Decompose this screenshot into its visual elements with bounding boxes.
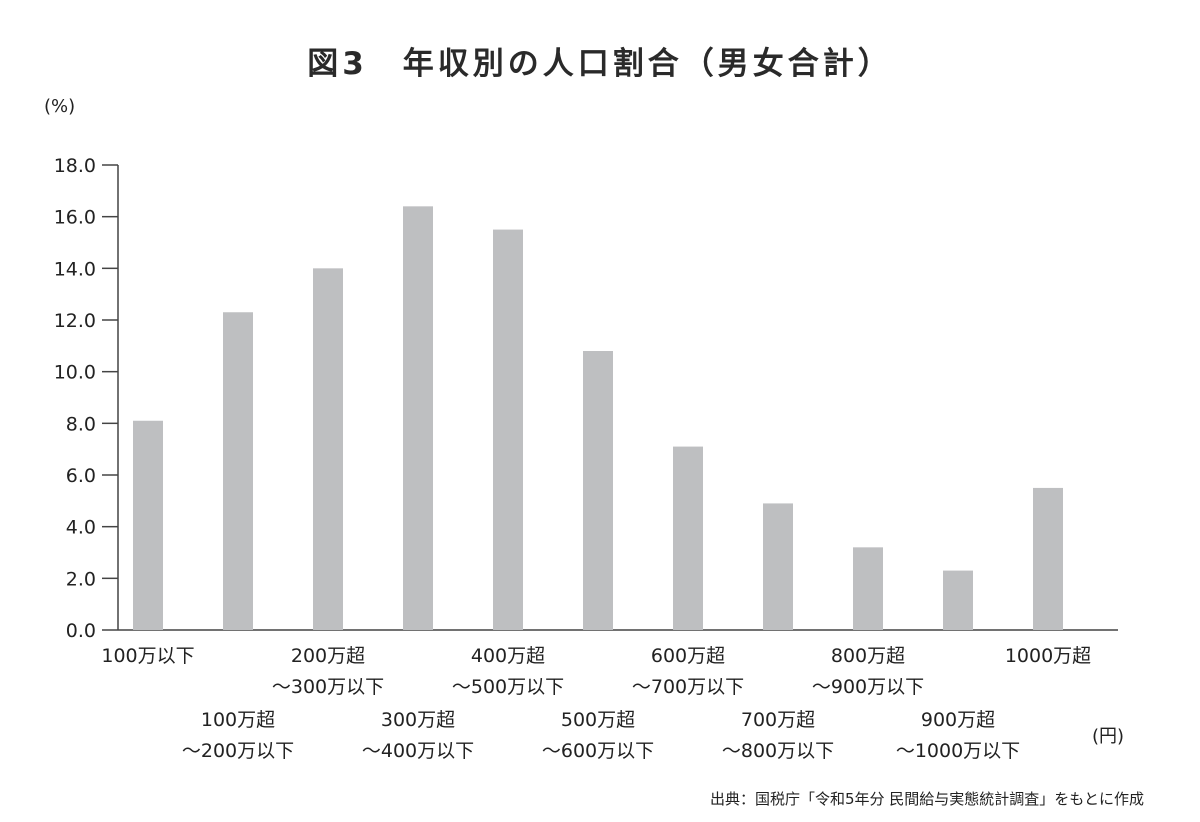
bar [223,312,253,630]
chart-title: 図3 年収別の人口割合（男女合計） [307,46,893,82]
y-tick-label: 10.0 [54,362,96,384]
category-label: 400万超 [471,645,545,667]
category-label: ～700万以下 [632,676,744,698]
category-label: ～500万以下 [452,676,564,698]
y-tick-label: 8.0 [66,413,96,435]
y-tick-label: 14.0 [54,258,96,280]
category-label: 700万超 [741,709,815,731]
category-label: 800万超 [831,645,905,667]
category-label: 600万超 [651,645,725,667]
bar [673,446,703,630]
bar [313,268,343,630]
bar [133,420,163,630]
category-label: ～200万以下 [182,740,294,762]
category-label: ～300万以下 [272,676,384,698]
category-label: 100万超 [201,709,275,731]
y-tick-label: 6.0 [66,465,96,487]
bar [763,503,793,630]
category-label: 200万超 [291,645,365,667]
bar [493,229,523,631]
bar [853,547,883,630]
bar [583,351,613,630]
y-tick-label: 18.0 [54,155,96,177]
category-label: ～400万以下 [362,740,474,762]
x-axis-unit: (円) [1092,726,1125,747]
category-label: ～900万以下 [812,676,924,698]
y-axis-unit: (%) [44,96,76,117]
category-label: 900万超 [921,709,995,731]
category-label: ～1000万以下 [896,740,1020,762]
y-tick-label: 4.0 [66,517,96,539]
category-label: ～600万以下 [542,740,654,762]
y-tick-label: 12.0 [54,310,96,332]
category-label: ～800万以下 [722,740,834,762]
category-label: 1000万超 [1005,645,1091,667]
bar [403,206,433,631]
category-label: 500万超 [561,709,635,731]
bar [1033,487,1063,630]
y-tick-label: 16.0 [54,207,96,229]
y-tick-label: 2.0 [66,568,96,590]
bar [943,570,973,630]
category-label: 100万以下 [101,645,194,667]
y-tick-label: 0.0 [66,620,96,642]
category-label: 300万超 [381,709,455,731]
source-note: 出典：国税庁「令和5年分 民間給与実態統計調査」をもとに作成 [709,790,1144,808]
